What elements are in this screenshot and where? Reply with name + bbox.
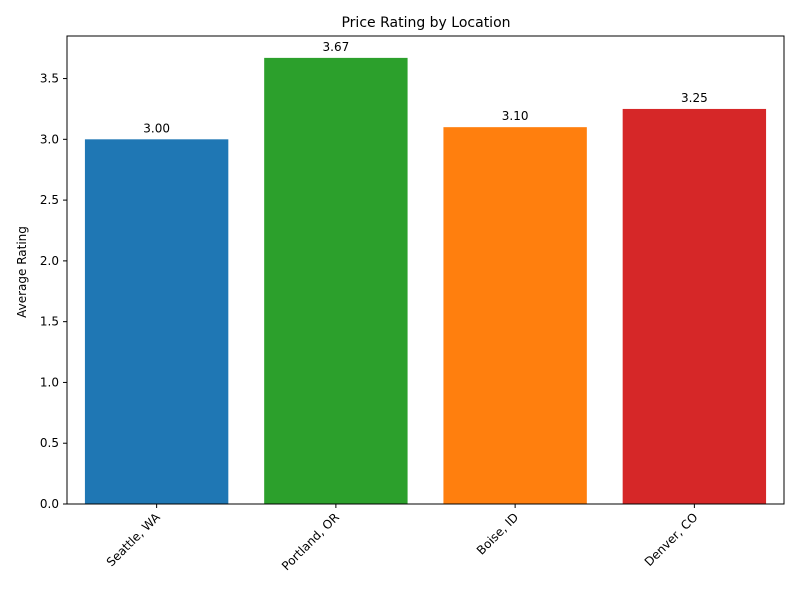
plot-frame xyxy=(66,35,785,505)
x-tick-label: Seattle, WA xyxy=(104,510,164,570)
bar xyxy=(622,108,767,504)
bar xyxy=(264,57,408,504)
data-label: 3.67 xyxy=(323,40,350,54)
x-tick-label: Portland, OR xyxy=(279,510,342,573)
y-tick-label: 1.5 xyxy=(40,315,59,329)
x-axis: Seattle, WA Portland, OR Boise, ID Denver, … xyxy=(104,504,701,573)
x-tick-label: Denver, CO xyxy=(642,510,701,569)
data-label: 3.00 xyxy=(143,121,170,135)
x-tick-label: Boise, ID xyxy=(474,510,521,557)
bar xyxy=(84,139,229,504)
y-axis: 0.0 0.5 1.0 1.5 2.0 2.5 3.0 3.5 xyxy=(40,72,67,511)
y-tick-label: 0.0 xyxy=(40,497,59,511)
y-tick-label: 2.0 xyxy=(40,254,59,268)
y-tick-label: 2.5 xyxy=(40,193,59,207)
y-tick-label: 3.5 xyxy=(40,72,59,86)
bar xyxy=(443,127,587,505)
y-tick-label: 1.0 xyxy=(40,375,59,389)
bars-layer xyxy=(84,57,767,505)
y-axis-label: Average Rating xyxy=(15,226,29,318)
chart-title: Price Rating by Location xyxy=(341,15,510,31)
data-labels-layer: 3.00 3.67 3.10 3.25 xyxy=(143,40,707,135)
data-label: 3.10 xyxy=(502,109,529,123)
y-tick-label: 0.5 xyxy=(40,436,59,450)
y-tick-label: 3.0 xyxy=(40,132,59,146)
data-label: 3.25 xyxy=(681,91,708,105)
